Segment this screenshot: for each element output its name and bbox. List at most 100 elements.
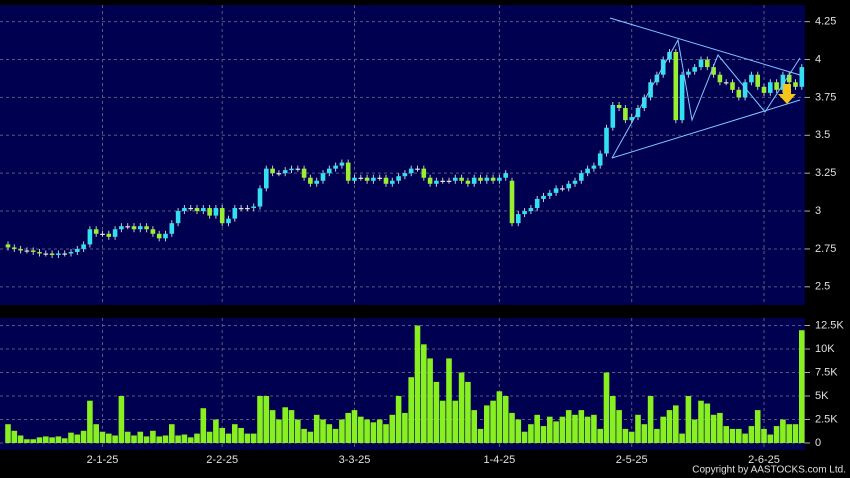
volume-bar (547, 416, 553, 443)
candle-body (138, 226, 143, 230)
candle-body (333, 165, 338, 169)
candle-body (629, 117, 634, 121)
zigzag-line (611, 38, 801, 159)
candle-body (156, 233, 162, 239)
volume-bar (93, 424, 99, 443)
candle-body (131, 226, 137, 230)
y-tick-label: 3.5 (815, 129, 830, 141)
candle-body (768, 82, 773, 93)
volume-bar (641, 424, 648, 443)
volume-bar (471, 410, 477, 443)
volume-bar (213, 419, 219, 443)
candle-body (453, 177, 458, 181)
candle-body (579, 173, 584, 181)
candle-body (87, 229, 93, 245)
candle-body (717, 74, 723, 83)
volume-bar (685, 396, 692, 443)
volume-bar (364, 419, 370, 443)
candle-body (572, 180, 578, 184)
candle-body (264, 168, 269, 189)
candle-body (182, 208, 187, 212)
volume-bar (282, 407, 288, 443)
candle-body (560, 188, 565, 190)
candle-body (320, 173, 326, 181)
candle-body (62, 253, 67, 255)
candle-body (396, 176, 401, 181)
candle-body (219, 208, 225, 224)
volume-bar (345, 412, 351, 443)
trend-line (611, 99, 801, 159)
arrow-icon (778, 84, 796, 104)
candle-body (465, 180, 471, 184)
volume-bar (320, 419, 326, 443)
x-tick-label: 2-1-25 (87, 454, 119, 466)
candle-body (43, 253, 49, 255)
y-tick-label: 3 (815, 205, 821, 217)
volume-bar (49, 437, 55, 443)
candle-body (383, 177, 389, 184)
volume-bar (43, 436, 49, 443)
volume-bar (603, 372, 610, 443)
candle-body (276, 173, 282, 175)
y-tick-label: 3.25 (815, 167, 836, 179)
candle-body (686, 71, 691, 75)
candle-body (163, 233, 168, 239)
candle-body (314, 180, 319, 184)
volume-bar (313, 414, 320, 443)
candle-body (749, 74, 754, 83)
volume-bar (559, 416, 566, 443)
volume-bar (710, 414, 717, 443)
volume-bar (458, 372, 465, 443)
volume-bar (780, 419, 786, 443)
volume-bar (635, 414, 641, 443)
candle-body (547, 192, 553, 196)
candle-body (295, 168, 301, 170)
candle-body (616, 105, 622, 109)
candle-body (705, 59, 710, 68)
candle-body (723, 82, 729, 84)
volume-bar (484, 405, 490, 443)
x-tick-label: 2-6-25 (748, 454, 780, 466)
volume-bar (301, 428, 307, 443)
candle-body (289, 168, 294, 171)
candle-body (106, 233, 112, 237)
candle-body (270, 168, 275, 174)
candle-body (736, 89, 742, 98)
candle-body (642, 97, 647, 109)
x-tick-label: 1-4-25 (484, 454, 516, 466)
volume-bar (206, 431, 213, 443)
volume-bar (572, 414, 578, 443)
volume-bar (521, 431, 528, 443)
volume-bar (99, 431, 106, 443)
candle-body (421, 168, 427, 178)
volume-bar (232, 424, 238, 443)
candle-body (635, 108, 641, 118)
candle-body (553, 188, 559, 193)
volume-bar (332, 428, 339, 443)
candle-body (238, 208, 244, 210)
candle-body (516, 214, 521, 224)
y-tick-label: 4 (815, 53, 821, 65)
volume-bar (402, 412, 408, 443)
candle-body (37, 251, 42, 254)
candle-body (201, 208, 206, 212)
candle-body (390, 180, 395, 184)
volume-bar (421, 344, 427, 443)
y-tick-label: 2.5 (815, 281, 830, 293)
volume-bar (36, 437, 43, 443)
volume-bar (446, 358, 452, 443)
candle-body (415, 168, 420, 170)
volume-bar (414, 325, 421, 443)
volume-bar (61, 438, 68, 443)
candle-body (610, 105, 616, 128)
volume-bar (395, 396, 402, 443)
candle-body (93, 229, 99, 234)
price-panel (0, 5, 805, 305)
volume-bar (799, 330, 805, 443)
volume-bar (339, 419, 345, 443)
volume-bar (175, 435, 181, 443)
candle-body (541, 195, 546, 199)
copyright: Copyright by AASTOCKS.com Ltd. (692, 465, 846, 476)
candle-body (679, 74, 685, 121)
